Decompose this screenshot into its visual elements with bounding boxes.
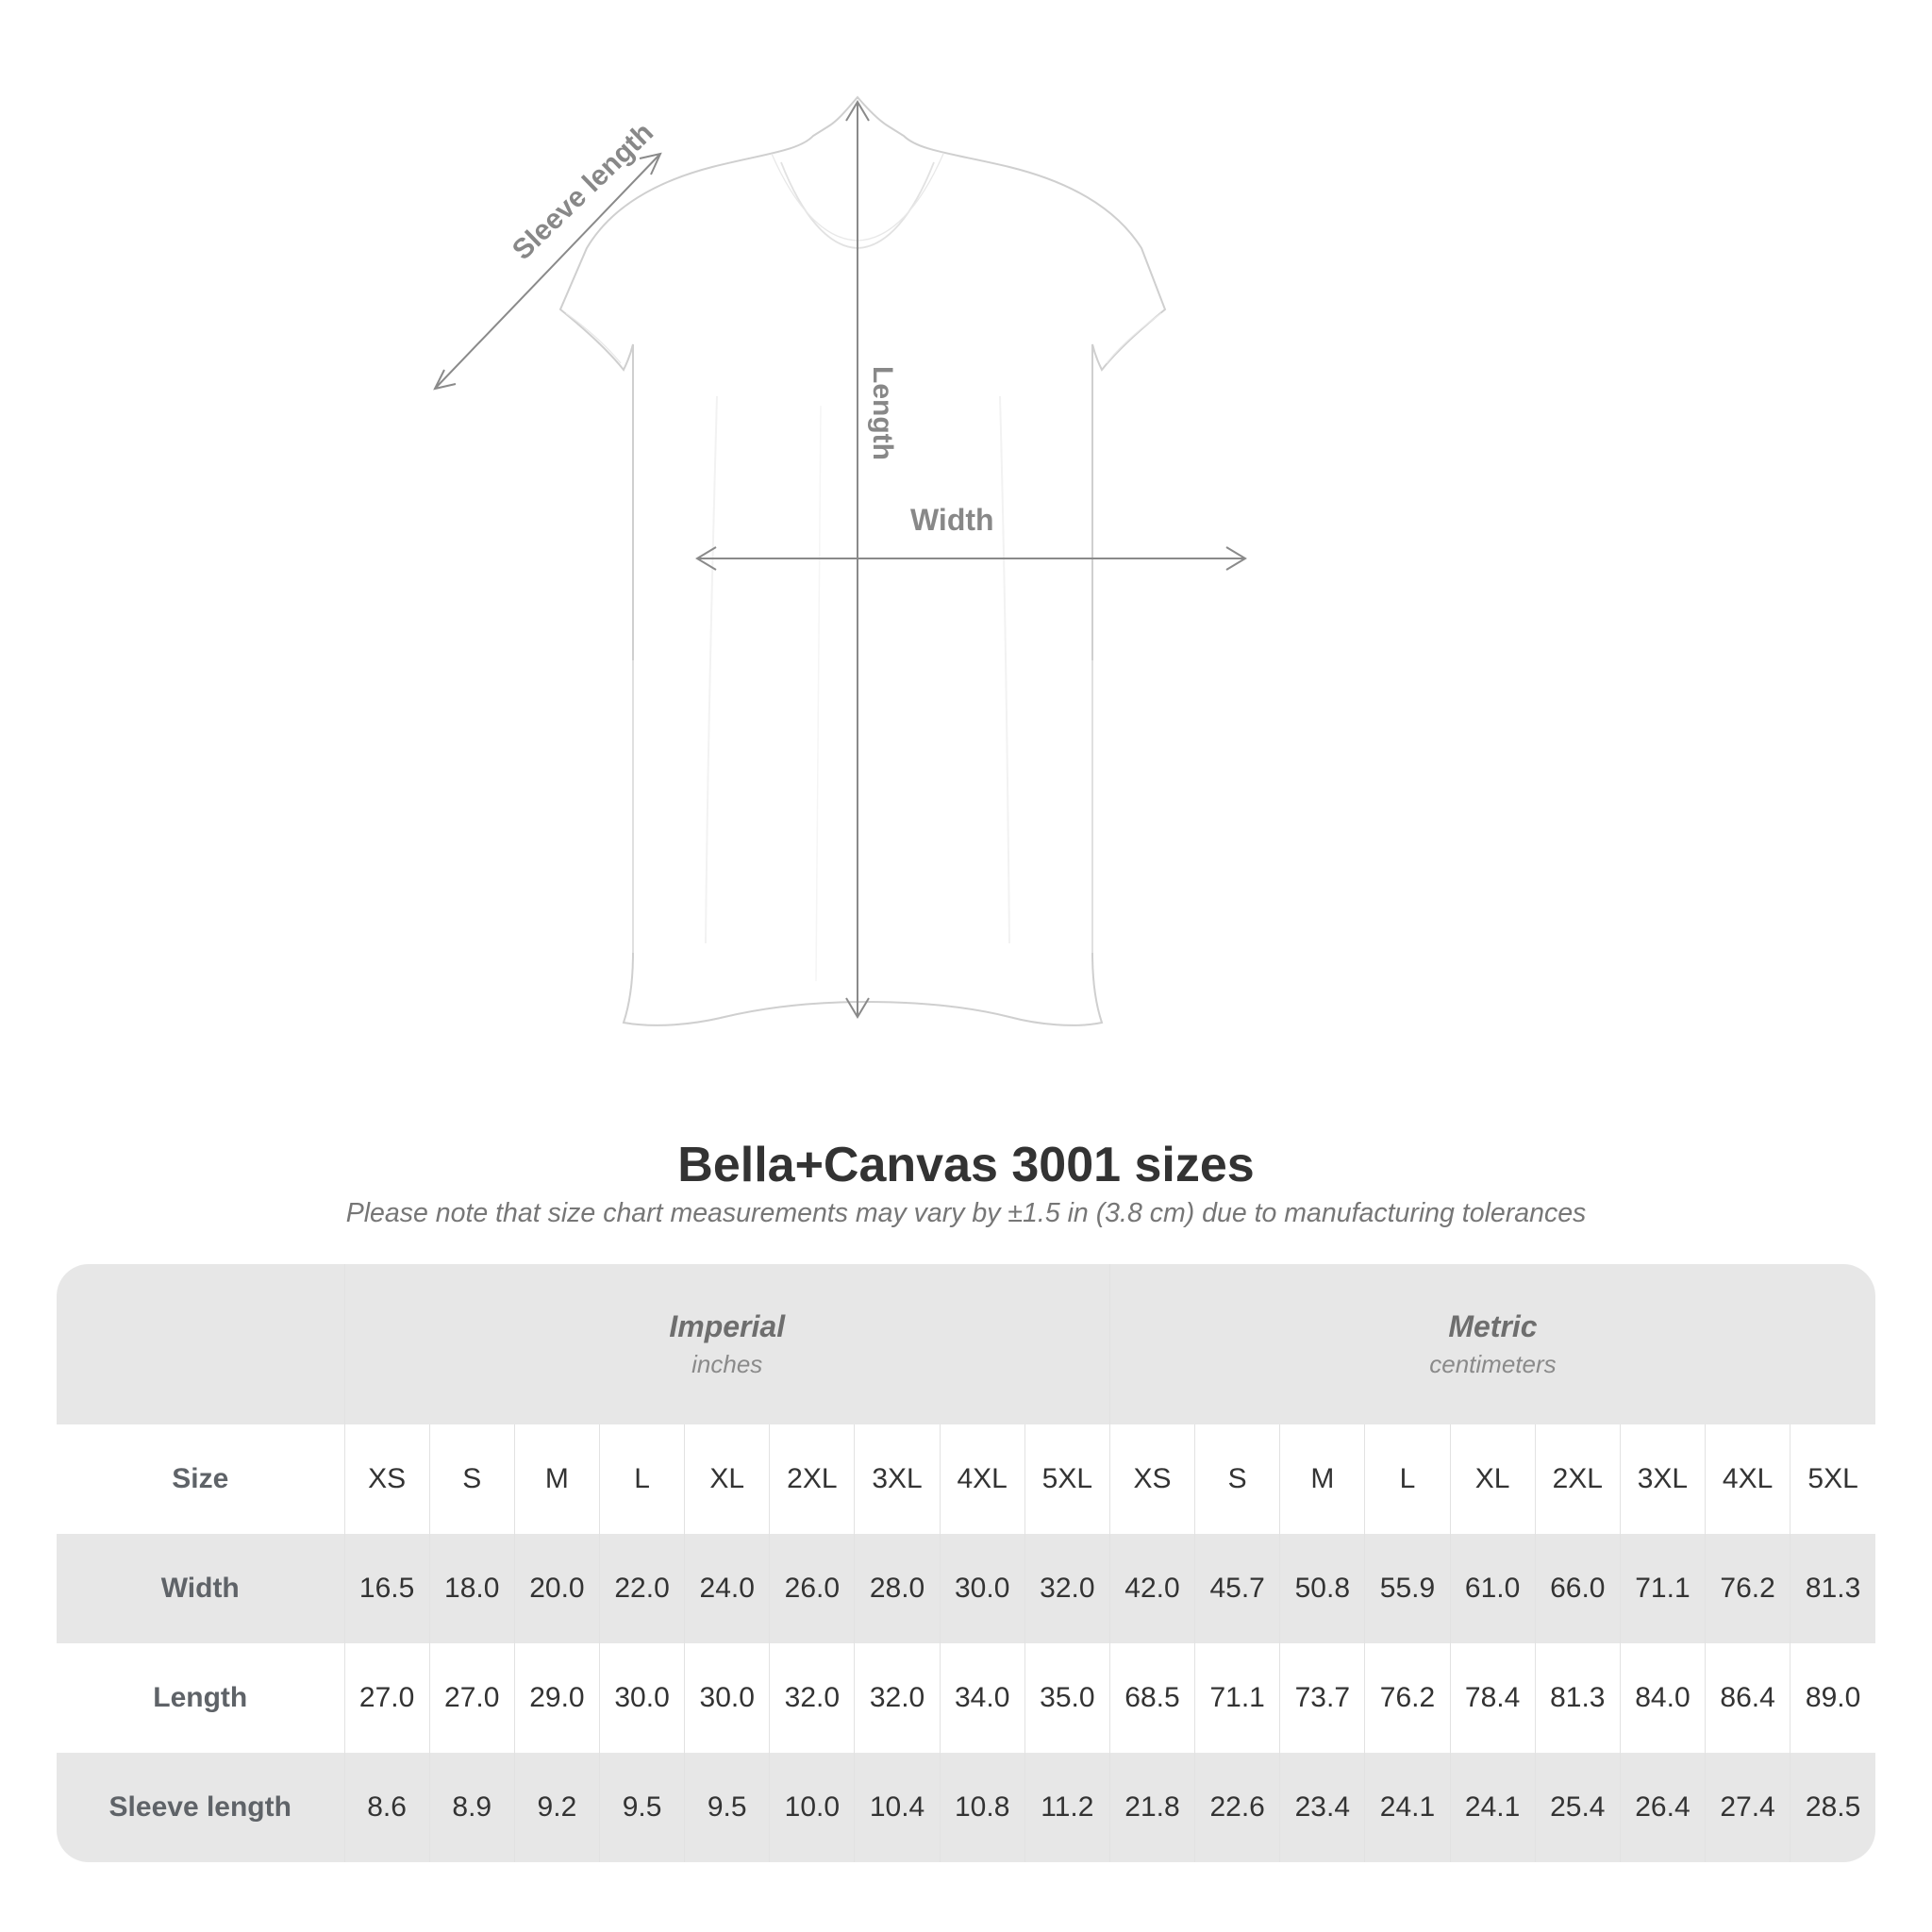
svg-text:Width: Width — [910, 503, 994, 537]
svg-text:Length: Length — [867, 366, 898, 460]
